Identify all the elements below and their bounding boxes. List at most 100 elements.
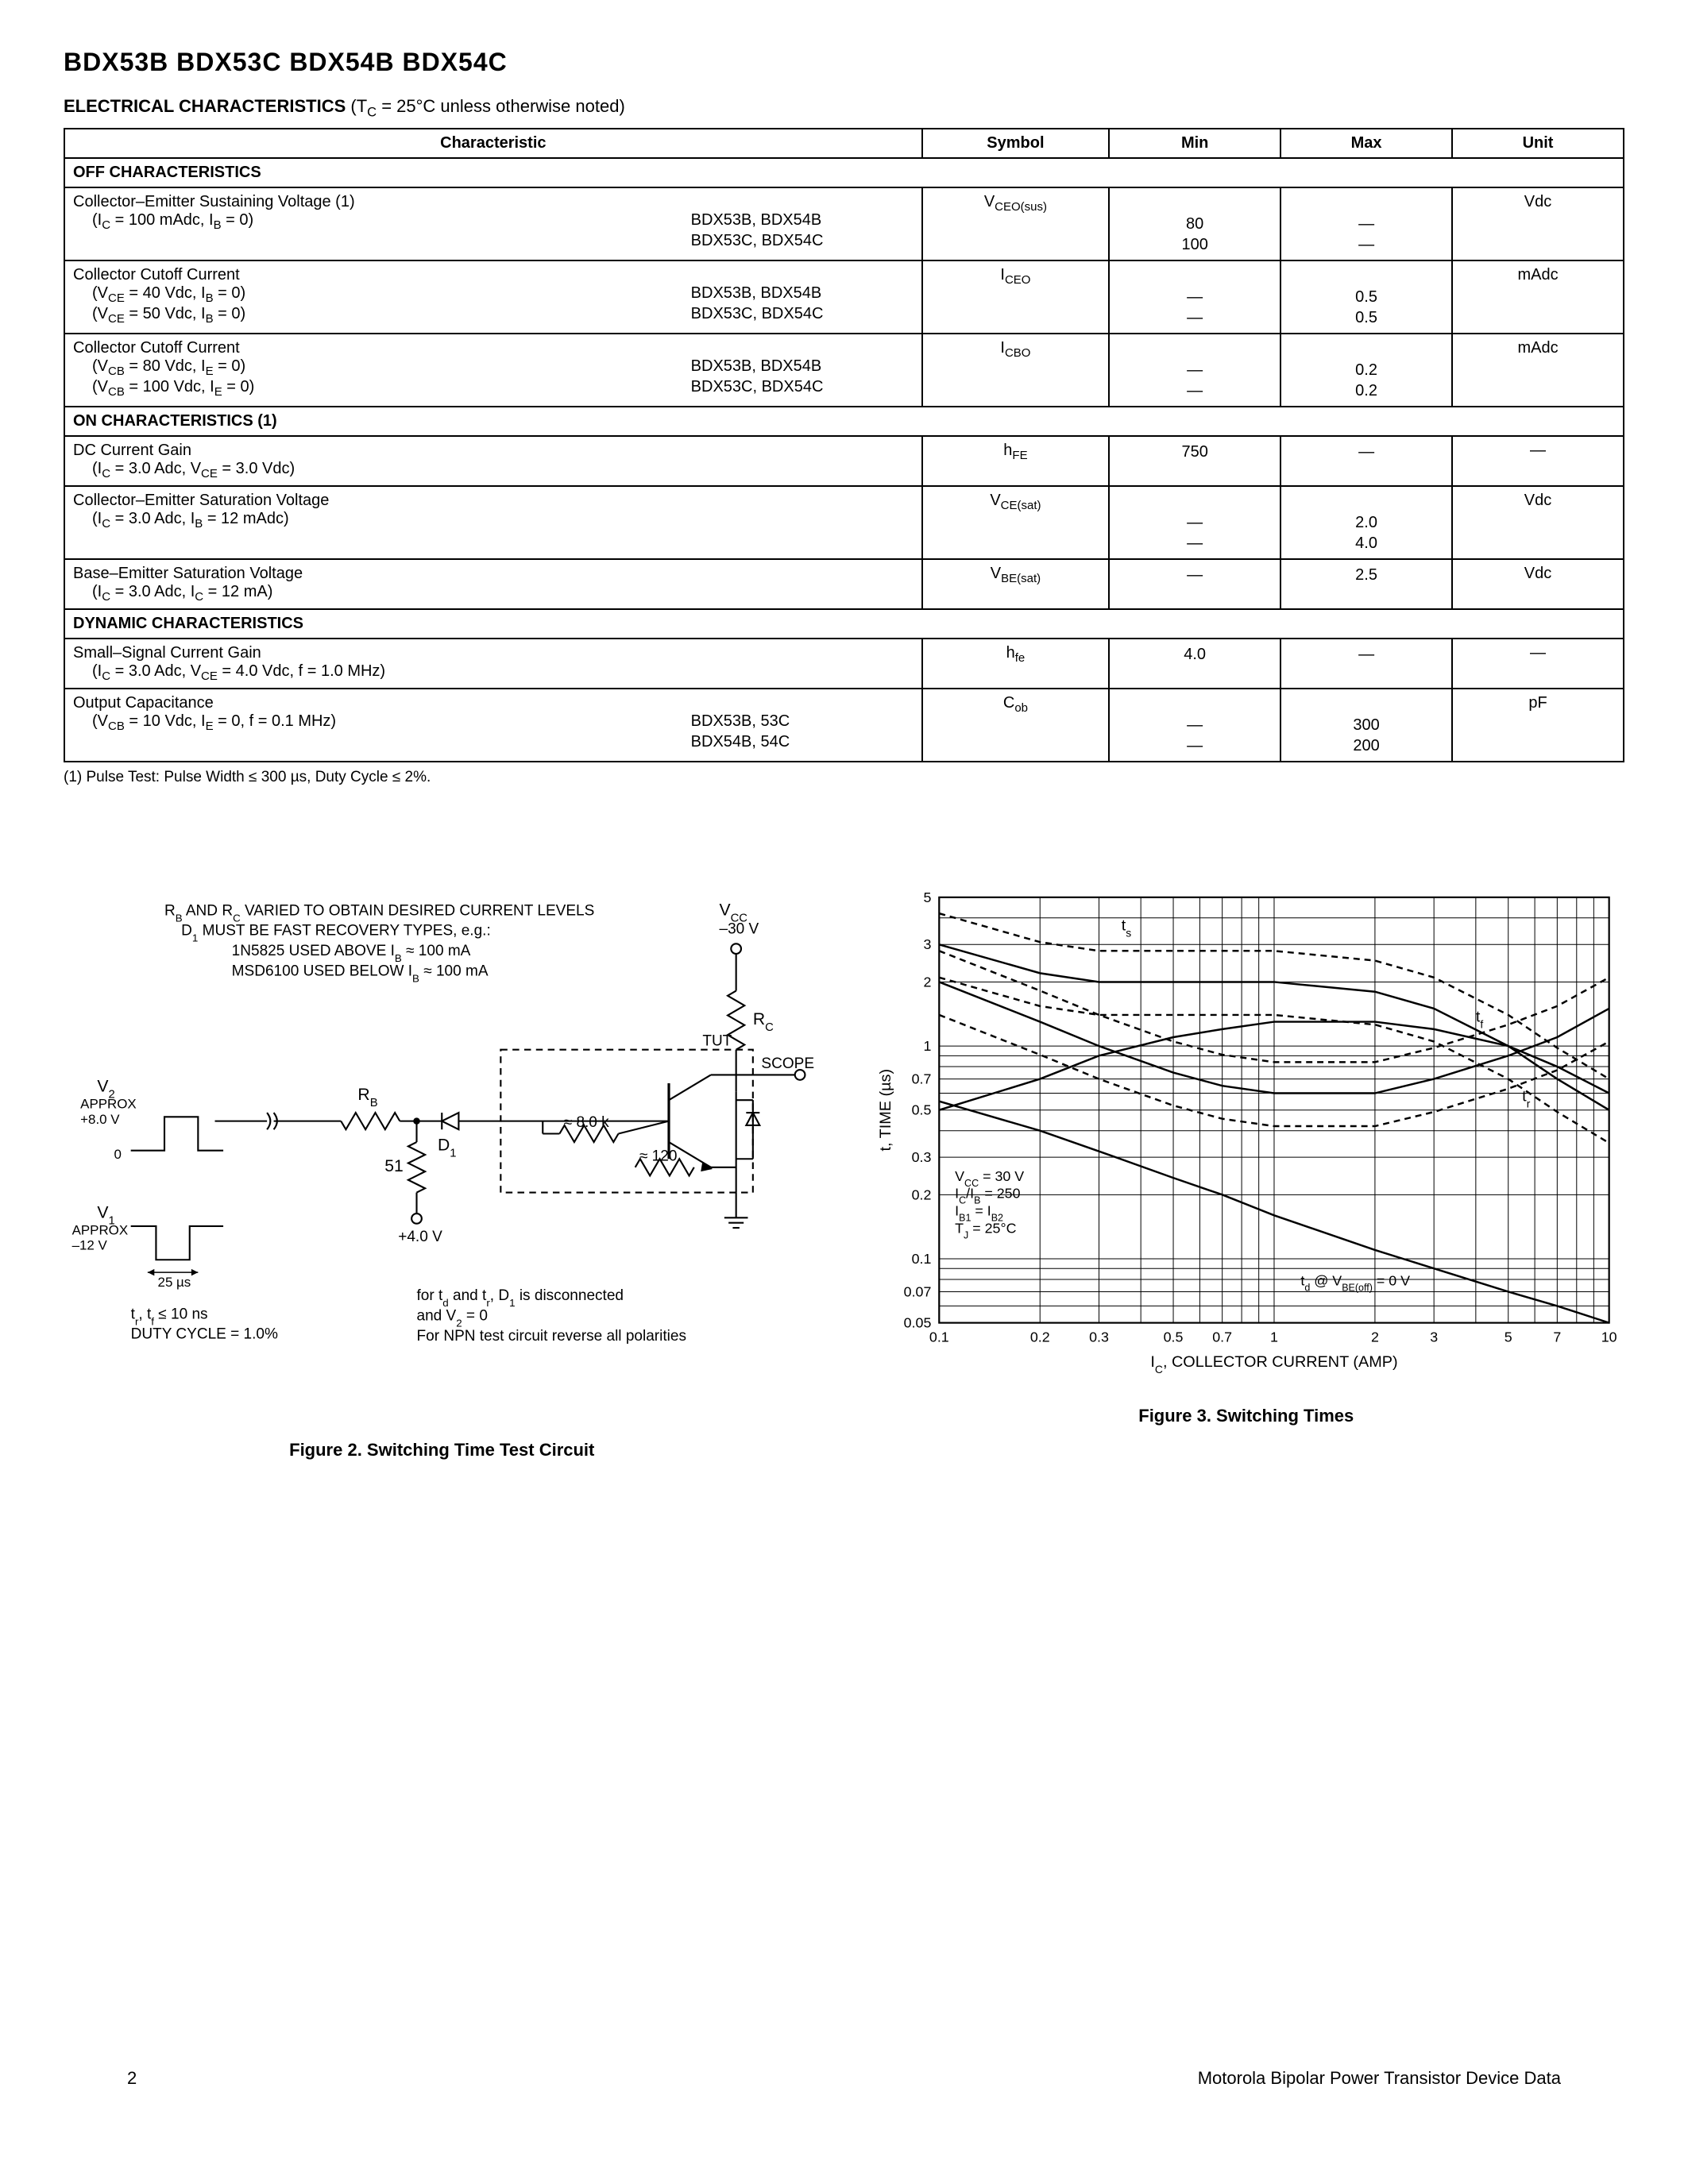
svg-text:RB AND RC VARIED TO OBTAIN DES: RB AND RC VARIED TO OBTAIN DESIRED CURRE… — [164, 903, 594, 924]
svg-text:0.5: 0.5 — [911, 1102, 931, 1118]
symbol-cell: VCEO(sus) — [922, 187, 1110, 260]
max-cell: 0.50.5 — [1280, 260, 1452, 334]
svg-text:tr, tf ≤ 10 ns: tr, tf ≤ 10 ns — [131, 1306, 208, 1328]
char-cell: Small–Signal Current Gain(IC = 3.0 Adc, … — [64, 639, 922, 689]
svg-text:0.3: 0.3 — [911, 1150, 931, 1166]
svg-text:0.3: 0.3 — [1089, 1329, 1109, 1345]
symbol-cell: VBE(sat) — [922, 559, 1110, 609]
unit-cell: Vdc — [1452, 187, 1624, 260]
svg-text:0.2: 0.2 — [911, 1187, 931, 1203]
svg-text:RB: RB — [357, 1086, 377, 1110]
svg-text:SCOPE: SCOPE — [761, 1055, 814, 1072]
char-cell: Output Capacitance(VCB = 10 Vdc, IE = 0,… — [64, 689, 922, 762]
col-header: Characteristic — [64, 129, 922, 158]
svg-text:0.05: 0.05 — [903, 1315, 931, 1331]
svg-text:≈ 120: ≈ 120 — [639, 1148, 678, 1165]
svg-text:1: 1 — [923, 1038, 931, 1054]
symbol-cell: hfe — [922, 639, 1110, 689]
svg-text:RC: RC — [753, 1010, 774, 1034]
max-cell: 2.04.0 — [1280, 486, 1452, 559]
unit-cell: — — [1452, 639, 1624, 689]
table-footnote: (1) Pulse Test: Pulse Width ≤ 300 µs, Du… — [64, 769, 1624, 786]
max-cell: 2.5 — [1280, 559, 1452, 609]
svg-text:0.2: 0.2 — [1029, 1329, 1049, 1345]
svg-text:APPROX: APPROX — [72, 1223, 129, 1238]
svg-text:DUTY CYCLE = 1.0%: DUTY CYCLE = 1.0% — [131, 1326, 278, 1343]
char-cell: Collector–Emitter Sustaining Voltage (1)… — [64, 187, 922, 260]
min-cell: —— — [1109, 334, 1280, 407]
char-cell: Collector Cutoff Current(VCE = 40 Vdc, I… — [64, 260, 922, 334]
table-section-header: ON CHARACTERISTICS (1) — [64, 407, 1624, 436]
characteristics-table: CharacteristicSymbolMinMaxUnitOFF CHARAC… — [64, 128, 1624, 762]
figure-2-caption: Figure 2. Switching Time Test Circuit — [64, 1440, 821, 1461]
char-cell: Collector–Emitter Saturation Voltage(IC … — [64, 486, 922, 559]
figure-3: 0.10.20.30.50.712357100.050.070.10.20.30… — [868, 882, 1625, 1460]
unit-cell: — — [1452, 436, 1624, 486]
svg-text:and V2 = 0: and V2 = 0 — [417, 1308, 488, 1329]
svg-text:0.7: 0.7 — [1212, 1329, 1232, 1345]
char-cell: Base–Emitter Saturation Voltage(IC = 3.0… — [64, 559, 922, 609]
min-cell: 4.0 — [1109, 639, 1280, 689]
symbol-cell: ICBO — [922, 334, 1110, 407]
svg-text:0.5: 0.5 — [1163, 1329, 1183, 1345]
svg-text:0.7: 0.7 — [911, 1071, 931, 1087]
svg-text:5: 5 — [1504, 1329, 1512, 1345]
table-section-header: DYNAMIC CHARACTERISTICS — [64, 609, 1624, 639]
svg-text:2: 2 — [923, 974, 931, 990]
svg-text:–12 V: –12 V — [72, 1238, 108, 1253]
svg-text:0: 0 — [114, 1148, 122, 1163]
col-header: Min — [1109, 129, 1280, 158]
svg-text:IC, COLLECTOR CURRENT (AMP): IC, COLLECTOR CURRENT (AMP) — [1150, 1354, 1397, 1376]
min-cell: —— — [1109, 486, 1280, 559]
min-cell: 80100 — [1109, 187, 1280, 260]
symbol-cell: ICEO — [922, 260, 1110, 334]
svg-text:+8.0 V: +8.0 V — [80, 1112, 120, 1127]
svg-text:TUT: TUT — [702, 1033, 732, 1050]
char-cell: DC Current Gain(IC = 3.0 Adc, VCE = 3.0 … — [64, 436, 922, 486]
min-cell: 750 — [1109, 436, 1280, 486]
svg-text:+4.0 V: +4.0 V — [398, 1229, 442, 1245]
symbol-cell: VCE(sat) — [922, 486, 1110, 559]
unit-cell: mAdc — [1452, 260, 1624, 334]
unit-cell: pF — [1452, 689, 1624, 762]
svg-text:for td and tr, D1 is disconnec: for td and tr, D1 is disconnected — [417, 1287, 624, 1308]
svg-text:MSD6100 USED BELOW IB ≈ 100: MSD6100 USED BELOW IB ≈ 100 mA — [232, 963, 489, 985]
svg-text:For NPN test circuit reverse a: For NPN test circuit reverse all polarit… — [417, 1328, 687, 1345]
svg-text:3: 3 — [923, 937, 931, 953]
page-number: 2 — [127, 2068, 137, 2089]
footer-source: Motorola Bipolar Power Transistor Device… — [1198, 2068, 1561, 2089]
svg-text:1N5825 USED ABOVE IB ≈ 100 m: 1N5825 USED ABOVE IB ≈ 100 mA — [232, 943, 471, 965]
char-cell: Collector Cutoff Current(VCB = 80 Vdc, I… — [64, 334, 922, 407]
svg-text:D1 MUST BE FAST RECOVERY TYPES: D1 MUST BE FAST RECOVERY TYPES, e.g.: — [181, 923, 491, 944]
svg-text:2: 2 — [1370, 1329, 1378, 1345]
table-section-header: OFF CHARACTERISTICS — [64, 158, 1624, 187]
svg-text:t, TIME (µs): t, TIME (µs) — [876, 1069, 894, 1152]
max-cell: — — [1280, 639, 1452, 689]
col-header: Max — [1280, 129, 1452, 158]
unit-cell: Vdc — [1452, 486, 1624, 559]
svg-text:7: 7 — [1553, 1329, 1561, 1345]
max-cell: 300200 — [1280, 689, 1452, 762]
max-cell: 0.20.2 — [1280, 334, 1452, 407]
svg-text:0.07: 0.07 — [903, 1284, 931, 1300]
svg-text:5: 5 — [923, 889, 931, 905]
svg-text:0.1: 0.1 — [929, 1329, 948, 1345]
svg-text:25 µs: 25 µs — [158, 1275, 191, 1291]
section-title: ELECTRICAL CHARACTERISTICS (TC = 25°C un… — [64, 96, 1624, 120]
unit-cell: Vdc — [1452, 559, 1624, 609]
symbol-cell: hFE — [922, 436, 1110, 486]
unit-cell: mAdc — [1452, 334, 1624, 407]
svg-text:51: 51 — [384, 1158, 404, 1176]
min-cell: —— — [1109, 260, 1280, 334]
min-cell: —— — [1109, 689, 1280, 762]
figure-3-caption: Figure 3. Switching Times — [868, 1406, 1625, 1426]
col-header: Unit — [1452, 129, 1624, 158]
svg-text:10: 10 — [1601, 1329, 1617, 1345]
max-cell: —— — [1280, 187, 1452, 260]
svg-text:3: 3 — [1430, 1329, 1438, 1345]
col-header: Symbol — [922, 129, 1110, 158]
min-cell: — — [1109, 559, 1280, 609]
figure-2: RB AND RC VARIED TO OBTAIN DESIRED CURRE… — [64, 882, 821, 1460]
part-numbers-heading: BDX53B BDX53C BDX54B BDX54C — [64, 48, 1624, 77]
svg-text:D1: D1 — [438, 1136, 457, 1160]
